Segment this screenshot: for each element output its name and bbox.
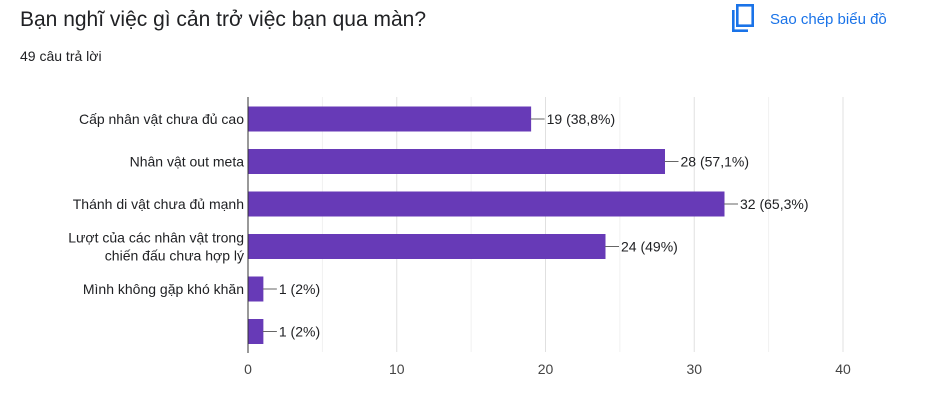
response-count: 49 câu trả lời (20, 48, 102, 64)
data-label: 32 (65,3%) (740, 196, 808, 212)
copy-icon (730, 4, 756, 34)
bars (248, 106, 725, 344)
x-tick-label: 0 (244, 361, 252, 377)
x-tick-label: 30 (686, 361, 702, 377)
bar (248, 319, 264, 344)
data-label: 24 (49%) (621, 239, 678, 255)
bar (248, 106, 532, 132)
category-label: Mình không gặp khó khăn (83, 281, 244, 297)
category-label: Cấp nhân vật chưa đủ cao (79, 111, 244, 127)
data-label: 1 (2%) (279, 324, 320, 340)
bar (248, 234, 606, 259)
copy-chart-button[interactable]: Sao chép biểu đồ (730, 4, 887, 34)
copy-chart-label: Sao chép biểu đồ (770, 10, 887, 28)
x-tick-label: 20 (538, 361, 554, 377)
x-tick-label: 40 (835, 361, 851, 377)
bar (248, 191, 725, 217)
x-tick-label: 10 (389, 361, 405, 377)
category-label: Lượt của các nhân vật trong (68, 230, 244, 246)
bar (248, 276, 264, 302)
category-label: chiến đấu chưa hợp lý (105, 248, 244, 264)
data-label: 19 (38,8%) (547, 111, 615, 127)
category-label: Thánh di vật chưa đủ mạnh (73, 196, 244, 212)
grid-lines (247, 97, 844, 353)
question-title: Bạn nghĩ việc gì cản trở việc bạn qua mà… (20, 8, 427, 31)
category-label: Nhân vật out meta (130, 154, 245, 170)
bar (248, 149, 665, 174)
data-label: 1 (2%) (279, 281, 320, 297)
data-label: 28 (57,1%) (681, 154, 749, 170)
labels: 0 10 20 30 40 Cấp nhân vật chưa đủ cao 19 (38,… (68, 111, 851, 377)
